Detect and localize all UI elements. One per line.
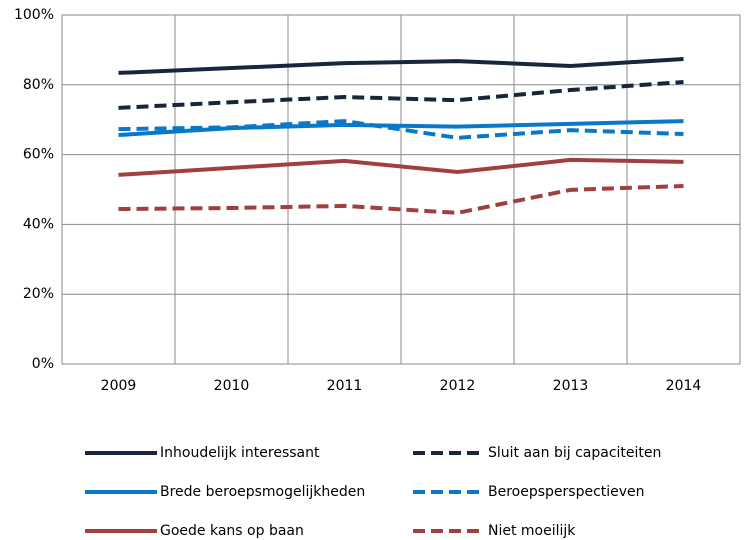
line-series [118,184,684,215]
line-series [118,119,684,140]
x-tick-label: 2010 [214,378,250,394]
y-tick-label: 40% [23,216,54,232]
legend-label: Goede kans op baan [160,523,304,539]
y-tick-label: 20% [23,286,54,302]
x-tick-label: 2012 [440,378,476,394]
x-tick-label: 2013 [553,378,589,394]
y-tick-label: 60% [23,147,54,163]
x-tick-label: 2009 [101,378,137,394]
y-tick-label: 80% [23,77,54,93]
legend-label: Brede beroepsmogelijkheden [160,484,365,500]
line-series [118,56,684,75]
line-series [118,80,684,110]
legend-label: Beroepsperspectieven [488,484,645,500]
plot-border [61,14,741,365]
legend-label: Sluit aan bij capaciteiten [488,445,661,461]
x-tick-label: 2014 [666,378,702,394]
y-tick-label: 100% [14,7,54,23]
y-tick-label: 0% [32,356,54,372]
x-tick-label: 2011 [327,378,363,394]
legend-label: Niet moeilijk [488,523,576,539]
line-series [118,157,684,177]
legend-label: Inhoudelijk interessant [160,445,320,461]
